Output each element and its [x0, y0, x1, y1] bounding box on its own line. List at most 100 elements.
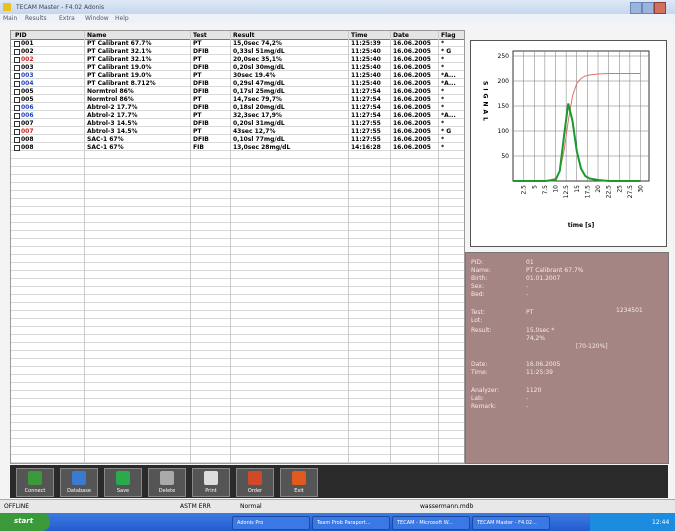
- toolbar-button[interactable]: Save: [104, 468, 142, 497]
- cell: 006: [21, 104, 34, 111]
- y-tick-label: 200: [498, 78, 510, 85]
- toolbar-button[interactable]: Exit: [280, 468, 318, 497]
- cell: 15,0sec 74,2%: [233, 40, 282, 47]
- row-checkbox[interactable]: [14, 49, 20, 55]
- y-tick-label: 250: [498, 53, 510, 60]
- row-checkbox[interactable]: [14, 41, 20, 47]
- cell: 11:25:40: [351, 56, 381, 63]
- taskbar-item[interactable]: TECAM Master - F4.02...: [472, 516, 550, 530]
- toolbar-button[interactable]: Connect: [16, 468, 54, 497]
- cell: *: [441, 88, 445, 95]
- row-checkbox[interactable]: [14, 113, 20, 119]
- info-label: Test:: [471, 309, 485, 316]
- cell: 008: [21, 136, 34, 143]
- app-icon: [3, 3, 11, 11]
- toolbar-button[interactable]: Delete: [148, 468, 186, 497]
- cell: 30sec 19.4%: [233, 72, 276, 79]
- taskbar-item[interactable]: Team Prob Paraport...: [312, 516, 390, 530]
- status-field: wassermann.mdb: [420, 503, 474, 510]
- taskbar-item-label: Team Prob Paraport...: [317, 520, 371, 526]
- title-bar: TECAM Master - F4.02 Adonis: [0, 0, 675, 14]
- cell: PT: [193, 72, 202, 79]
- cell: 11:27:54: [351, 112, 381, 119]
- cell: PT: [193, 56, 202, 63]
- row-checkbox[interactable]: [14, 89, 20, 95]
- row-checkbox[interactable]: [14, 81, 20, 87]
- cell: *: [441, 120, 445, 127]
- info-value: 1120: [526, 387, 542, 394]
- clock: 12:44: [652, 519, 670, 526]
- button-icon: [204, 471, 218, 485]
- cell: * G: [441, 128, 452, 135]
- info-value: 16.06.2005: [526, 361, 561, 368]
- menu-item[interactable]: Help: [115, 15, 129, 22]
- cell: Abtrol-3 14.5%: [87, 128, 138, 135]
- row-checkbox[interactable]: [14, 65, 20, 71]
- info-value: 01.01.2007: [526, 275, 561, 282]
- cell: PT Calibrant 32.1%: [87, 56, 152, 63]
- tray: [590, 513, 675, 531]
- info-label: Lot:: [471, 317, 483, 324]
- row-checkbox[interactable]: [14, 97, 20, 103]
- detail-panel: PID: 01 Name: PT Calibrant 67.7% Birth: 01.01…: [465, 252, 669, 464]
- cell: 11:25:40: [351, 64, 381, 71]
- column-header: Date: [393, 32, 409, 39]
- start-label: start: [14, 517, 34, 525]
- column-header: PID: [15, 32, 27, 39]
- cell: 003: [21, 64, 34, 71]
- menu-item[interactable]: Results: [25, 15, 47, 22]
- cell: *: [441, 96, 445, 103]
- row-checkbox[interactable]: [14, 105, 20, 111]
- cell: 32,3sec 17,9%: [233, 112, 282, 119]
- toolbar-button[interactable]: Order: [236, 468, 274, 497]
- button-label: Delete: [158, 488, 176, 494]
- menu-item[interactable]: Main: [3, 15, 18, 22]
- taskbar-item-label: TECAM - Microsoft W...: [397, 520, 453, 526]
- column-divider: [230, 31, 231, 463]
- cell: 0,17sl 25mg/dL: [233, 88, 285, 95]
- info-value: 74,2%: [526, 335, 546, 342]
- row-checkbox[interactable]: [14, 145, 20, 151]
- cell: *: [441, 136, 445, 143]
- cell: DFIB: [193, 48, 209, 55]
- taskbar: start Adonis Pro Team Prob Paraport... TECA…: [0, 513, 675, 531]
- menu-item[interactable]: Extra: [59, 15, 75, 22]
- toolbar-button[interactable]: Print: [192, 468, 230, 497]
- info-value: PT Calibrant 67.7%: [526, 267, 584, 274]
- window-title: TECAM Master - F4.02 Adonis: [16, 4, 105, 11]
- cell: 0,29sl 47mg/dL: [233, 80, 285, 87]
- minimize[interactable]: [630, 2, 642, 14]
- taskbar-item[interactable]: TECAM - Microsoft W...: [392, 516, 470, 530]
- cell: 16.06.2005: [393, 128, 431, 135]
- cell: 11:25:39: [351, 40, 381, 47]
- row-checkbox[interactable]: [14, 73, 20, 79]
- cell: 003: [21, 72, 34, 79]
- x-axis-label: time [s]: [568, 222, 595, 229]
- cell: 16.06.2005: [393, 48, 431, 55]
- x-tick-label: 25: [616, 185, 623, 193]
- cell: 16.06.2005: [393, 64, 431, 71]
- row-checkbox[interactable]: [14, 121, 20, 127]
- close[interactable]: [654, 2, 666, 14]
- toolbar-button[interactable]: Database: [60, 468, 98, 497]
- graph-panel: 50 100 150 200 250 2.5 5 7.5 10 12.5 15 17.5 20 22.5 2…: [470, 40, 667, 247]
- cell: *A...: [441, 112, 456, 119]
- info-label: Date:: [471, 361, 488, 368]
- start-button[interactable]: start: [0, 513, 50, 531]
- button-icon: [28, 471, 42, 485]
- cell: 20,0sec 35,1%: [233, 56, 282, 63]
- x-tick-label: 20: [595, 185, 602, 193]
- menu-item[interactable]: Window: [85, 15, 109, 22]
- button-icon: [160, 471, 174, 485]
- row-checkbox[interactable]: [14, 57, 20, 63]
- taskbar-item[interactable]: Adonis Pro: [232, 516, 310, 530]
- info-value: 11:25:39: [526, 369, 553, 376]
- row-checkbox[interactable]: [14, 129, 20, 135]
- cell: 0,20sl 31mg/dL: [233, 120, 285, 127]
- results-table: PID Name Test Result Time Date Flag 001 PT Calib…: [10, 30, 465, 464]
- maximize[interactable]: [642, 2, 654, 14]
- toolbar: Connect Database Save Delete Print Order Exit: [10, 465, 668, 498]
- x-tick-label: 7.5: [542, 185, 549, 195]
- row-checkbox[interactable]: [14, 137, 20, 143]
